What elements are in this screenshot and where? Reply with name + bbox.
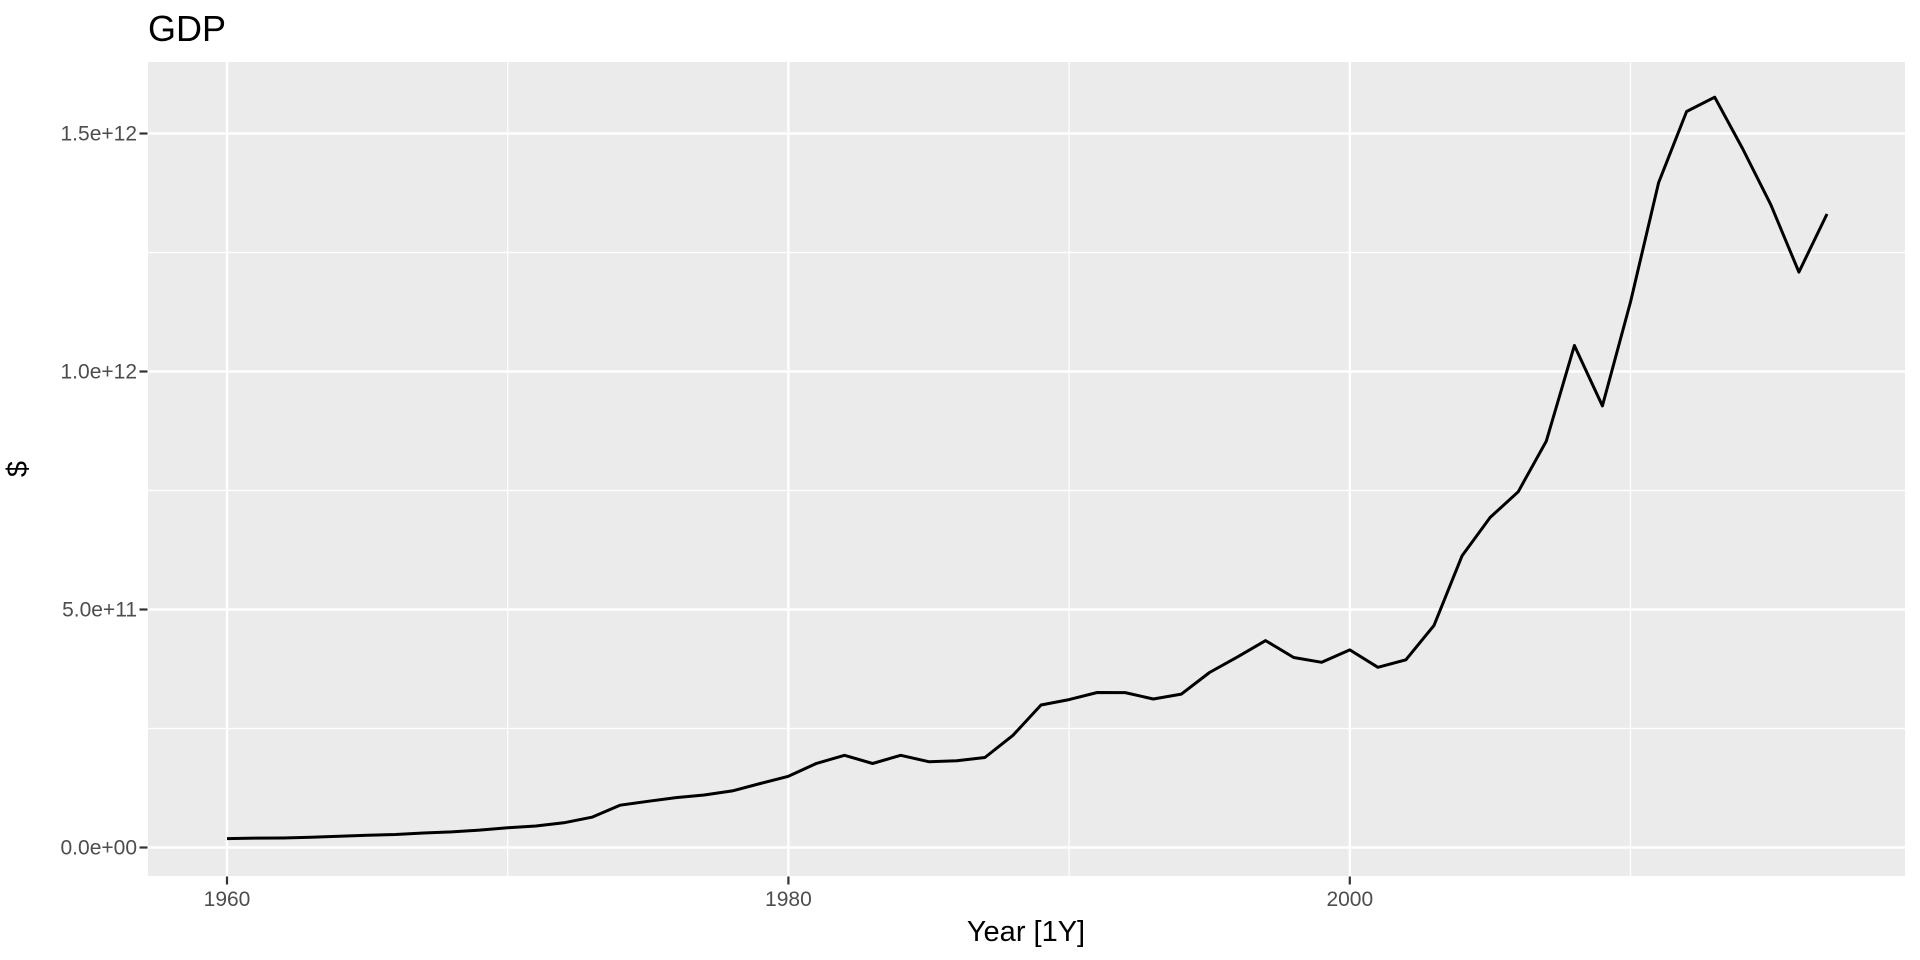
x-axis-tick-labels: 1960 1980 2000 — [204, 888, 1374, 911]
axis-tick-marks — [139, 132, 1351, 885]
minor-gridlines — [148, 62, 1905, 876]
chart-title: GDP — [148, 8, 226, 49]
x-axis-title: Year [1Y] — [967, 916, 1085, 948]
x-tick-label: 1980 — [765, 888, 812, 911]
gdp-series-line — [226, 95, 1829, 841]
y-tick-label: 1.0e+12 — [61, 361, 138, 384]
y-axis-tick-labels: 0.0e+00 5.0e+11 1.0e+12 1.5e+12 — [61, 123, 138, 860]
x-tick-label: 1960 — [204, 888, 251, 911]
y-tick-label: 0.0e+00 — [61, 837, 138, 860]
plot-panel — [148, 62, 1905, 876]
y-tick-label: 1.5e+12 — [61, 123, 138, 146]
y-tick-label: 5.0e+11 — [62, 599, 137, 622]
x-tick-label: 2000 — [1326, 888, 1373, 911]
y-axis-title: $ — [2, 461, 34, 477]
